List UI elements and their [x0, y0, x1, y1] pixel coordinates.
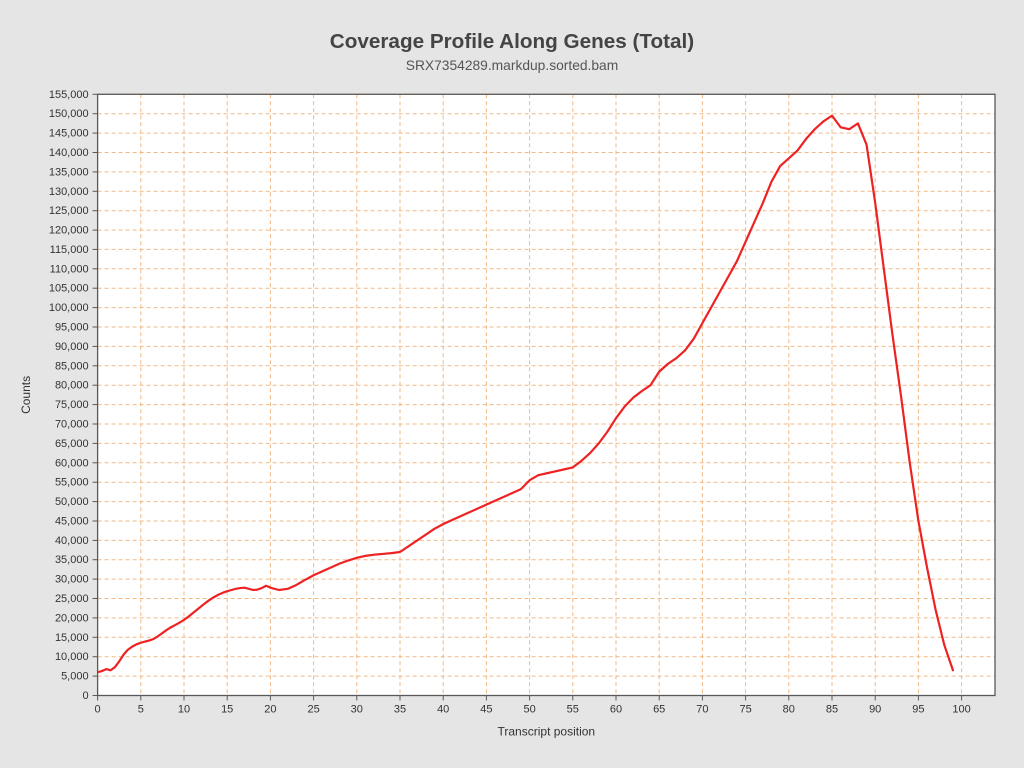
- svg-text:25,000: 25,000: [55, 593, 89, 605]
- svg-text:55: 55: [567, 704, 579, 716]
- svg-text:Transcript position: Transcript position: [498, 725, 596, 739]
- svg-text:70,000: 70,000: [55, 419, 89, 431]
- svg-text:60: 60: [610, 704, 622, 716]
- svg-text:150,000: 150,000: [49, 108, 89, 120]
- svg-text:Counts: Counts: [19, 376, 33, 414]
- svg-text:5: 5: [138, 704, 144, 716]
- svg-text:65,000: 65,000: [55, 438, 89, 450]
- svg-text:145,000: 145,000: [49, 128, 89, 140]
- svg-text:15,000: 15,000: [55, 632, 89, 644]
- svg-text:5,000: 5,000: [61, 671, 89, 683]
- svg-text:40: 40: [437, 704, 449, 716]
- svg-text:100,000: 100,000: [49, 302, 89, 314]
- svg-text:80: 80: [783, 704, 795, 716]
- svg-text:155,000: 155,000: [49, 89, 89, 101]
- svg-text:40,000: 40,000: [55, 535, 89, 547]
- svg-text:50: 50: [523, 704, 535, 716]
- svg-text:25: 25: [307, 704, 319, 716]
- svg-text:30: 30: [351, 704, 363, 716]
- svg-text:75,000: 75,000: [55, 399, 89, 411]
- svg-text:105,000: 105,000: [49, 283, 89, 295]
- svg-text:110,000: 110,000: [50, 263, 89, 275]
- svg-text:135,000: 135,000: [49, 166, 89, 178]
- svg-text:45: 45: [480, 704, 492, 716]
- svg-text:80,000: 80,000: [55, 380, 89, 392]
- svg-text:120,000: 120,000: [49, 225, 89, 237]
- svg-text:90,000: 90,000: [55, 341, 89, 353]
- svg-text:75: 75: [739, 704, 751, 716]
- svg-text:65: 65: [653, 704, 665, 716]
- svg-text:115,000: 115,000: [50, 244, 89, 256]
- svg-text:10,000: 10,000: [55, 651, 89, 663]
- svg-text:35: 35: [394, 704, 406, 716]
- svg-text:15: 15: [221, 704, 233, 716]
- svg-text:125,000: 125,000: [49, 205, 89, 217]
- svg-text:50,000: 50,000: [55, 496, 89, 508]
- svg-text:10: 10: [178, 704, 190, 716]
- svg-text:130,000: 130,000: [49, 186, 89, 198]
- svg-text:20: 20: [264, 704, 276, 716]
- svg-text:20,000: 20,000: [55, 612, 89, 624]
- svg-text:95: 95: [912, 704, 924, 716]
- svg-text:90: 90: [869, 704, 881, 716]
- svg-text:60,000: 60,000: [55, 457, 89, 469]
- svg-text:0: 0: [95, 704, 101, 716]
- svg-text:85,000: 85,000: [55, 360, 89, 372]
- svg-text:70: 70: [696, 704, 708, 716]
- svg-text:35,000: 35,000: [55, 554, 89, 566]
- svg-text:55,000: 55,000: [55, 477, 89, 489]
- svg-text:100: 100: [952, 704, 970, 716]
- svg-text:0: 0: [82, 690, 88, 702]
- svg-text:30,000: 30,000: [55, 574, 89, 586]
- svg-text:45,000: 45,000: [55, 516, 89, 528]
- svg-text:95,000: 95,000: [55, 322, 89, 334]
- svg-text:85: 85: [826, 704, 838, 716]
- svg-text:140,000: 140,000: [49, 147, 89, 159]
